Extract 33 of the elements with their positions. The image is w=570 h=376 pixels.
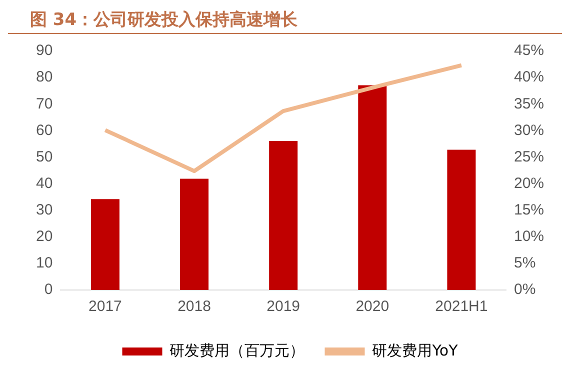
x-tick-label: 2020 xyxy=(356,298,390,316)
y-tick-label: 50 xyxy=(36,148,53,166)
bar xyxy=(180,178,209,290)
bar xyxy=(90,199,120,290)
y-tick-label: 80 xyxy=(36,68,53,86)
legend-label: 研发费用YoY xyxy=(372,341,459,360)
y2-tick-label: 25% xyxy=(514,148,544,166)
y-tick-label: 0 xyxy=(44,281,53,298)
y2-tick-label: 35% xyxy=(514,95,544,112)
chart-title: 图 34：公司研发投入保持高速增长 xyxy=(8,8,562,34)
y2-tick-label: 45% xyxy=(514,42,544,60)
bar xyxy=(269,141,298,290)
x-tick-label: 2017 xyxy=(88,298,122,316)
x-tick-label: 2018 xyxy=(178,298,211,316)
y2-tick-label: 10% xyxy=(514,228,544,246)
y2-tick-label: 5% xyxy=(514,254,536,272)
y-tick-label: 40 xyxy=(36,174,53,192)
y-tick-label: 70 xyxy=(36,95,53,112)
bar xyxy=(358,85,387,290)
y2-tick-label: 40% xyxy=(514,68,544,86)
bar xyxy=(447,150,476,290)
legend-label: 研发费用（百万元） xyxy=(170,341,305,360)
x-tick-label: 2019 xyxy=(266,298,300,316)
y2-tick-label: 0% xyxy=(514,281,536,298)
y2-tick-label: 15% xyxy=(514,201,544,218)
y2-tick-label: 30% xyxy=(514,122,544,139)
y-tick-label: 90 xyxy=(36,42,53,60)
x-tick-label: 2021H1 xyxy=(435,298,488,316)
y-tick-label: 30 xyxy=(36,201,53,218)
y-tick-label: 20 xyxy=(36,228,53,246)
y2-tick-label: 20% xyxy=(514,174,544,192)
y-tick-label: 10 xyxy=(36,254,53,272)
y-tick-label: 60 xyxy=(36,122,53,139)
